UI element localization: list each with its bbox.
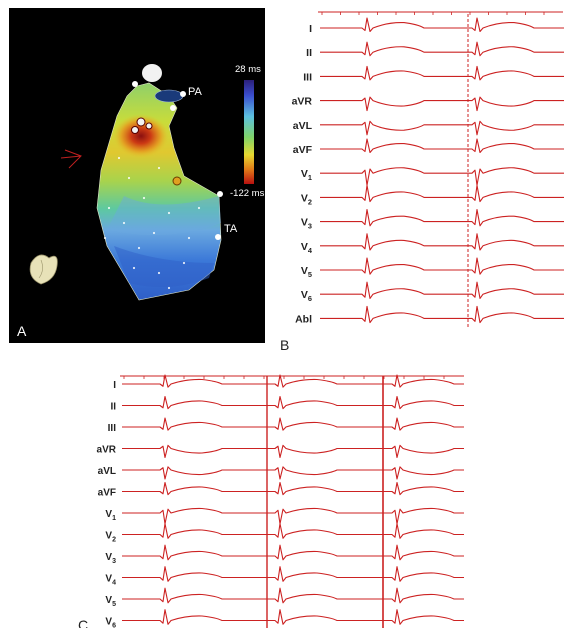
ecg-trace [320, 96, 564, 112]
ecg-trace [320, 17, 564, 33]
ecg-lead-label: aVF [293, 144, 313, 156]
ecg-lead-row-v3: V3 [105, 544, 464, 565]
ecg-trace [122, 374, 464, 388]
pulmonary-artery-label: PA [188, 86, 203, 98]
ecg-lead-row-v6: V6 [301, 281, 564, 303]
ecg-trace [122, 566, 464, 582]
ecg-lead-row-ii: II [306, 41, 564, 59]
ecg-lead-label: V3 [301, 217, 312, 231]
ecg-lead-label: V2 [301, 192, 312, 206]
ecg-trace [122, 609, 464, 625]
ecg-lead-label: Abl [295, 313, 312, 325]
ecg-trace [122, 544, 464, 561]
ecg-trace [320, 305, 564, 324]
ecg-trace [320, 120, 564, 136]
ecg-trace [122, 587, 464, 604]
ecg-lead-row-avf: aVF [98, 481, 464, 499]
ecg-trace [320, 281, 564, 299]
activation-time-legend: 28 ms -122 ms [230, 64, 265, 199]
panel-b-letter: B [280, 337, 289, 353]
ecg-lead-label: V5 [105, 595, 116, 608]
ecg-lead-label: aVR [97, 445, 117, 456]
time-ruler-b [321, 12, 545, 15]
ecg-lead-row-avr: aVR [97, 444, 464, 459]
panel-c-letter: C [78, 617, 88, 628]
ecg-trace [122, 481, 464, 496]
ecg-trace [320, 233, 564, 251]
ecg-lead-label: aVR [292, 96, 313, 108]
ecg-lead-label: V1 [301, 168, 312, 182]
ecg-lead-label: V6 [301, 289, 312, 303]
ecg-lead-row-avl: aVL [98, 466, 464, 480]
ecg-lead-row-iii: III [303, 65, 564, 83]
tricuspid-annulus-label: TA [224, 223, 238, 235]
ecg-trace [320, 184, 564, 203]
ecg-trace [320, 138, 564, 154]
ecg-lead-row-v2: V2 [105, 523, 464, 544]
ecg-lead-row-i: I [309, 17, 564, 35]
ecg-lead-label: V6 [105, 617, 116, 628]
ecg-lead-label: II [110, 402, 116, 413]
ecg-lead-label: V4 [105, 574, 116, 587]
panel-a-letter: A [17, 323, 27, 339]
ecg-trace [122, 395, 464, 410]
ecg-lead-label: V3 [105, 552, 116, 565]
ecg-lead-row-avl: aVL [293, 120, 564, 136]
heart-orientation-icon [29, 254, 58, 285]
ecg-trace [320, 209, 564, 227]
ecg-lead-row-v2: V2 [301, 184, 564, 206]
ecg-lead-label: aVF [98, 488, 116, 499]
ecg-lead-row-avr: aVR [292, 96, 564, 112]
ecg-lead-label: V1 [105, 509, 116, 522]
ecg-lead-row-v3: V3 [301, 209, 564, 231]
ecg-lead-row-v1: V1 [301, 167, 564, 186]
ecg-lead-row-v6: V6 [105, 609, 464, 628]
ecg-lead-label: V2 [105, 531, 116, 544]
ecg-lead-row-avf: aVF [293, 138, 564, 156]
rv-outflow-map [96, 64, 223, 301]
ecg-lead-label: V5 [301, 265, 312, 279]
ecg-lead-label: I [113, 380, 116, 391]
ecg-lead-row-v5: V5 [301, 257, 564, 279]
ecg-trace [122, 417, 464, 431]
activation-map-panel: 28 ms -122 ms PA TA A [9, 8, 265, 343]
ecg-lead-label: aVL [293, 120, 313, 132]
time-ruler-c [123, 376, 445, 379]
legend-min-label: -122 ms [230, 188, 265, 199]
ecg-lead-label: II [306, 47, 312, 59]
ecg-lead-label: aVL [98, 466, 116, 477]
ecg-trace [122, 507, 464, 525]
ecg-lead-row-v1: V1 [105, 507, 464, 525]
ecg-lead-row-v4: V4 [105, 566, 464, 587]
ecg-trace [122, 523, 464, 539]
ecg-lead-label: III [303, 71, 312, 83]
ecg-lead-row-abl: Abl [295, 305, 564, 325]
legend-max-label: 28 ms [235, 64, 261, 75]
ecg-trace [122, 444, 464, 459]
ecg-lead-row-i: I [113, 374, 464, 391]
ecg-trace [320, 41, 564, 57]
ecg-lead-label: I [309, 23, 312, 35]
ecg-trace [320, 65, 564, 81]
orientation-arrow-icon [60, 149, 82, 169]
ecg-lead-row-iii: III [108, 417, 464, 434]
ecg-trace [320, 167, 564, 186]
ecg-trace [320, 257, 564, 275]
ecg-lead-row-v4: V4 [301, 233, 564, 255]
ecg-lead-row-v5: V5 [105, 587, 464, 608]
ecg-lead-row-ii: II [110, 395, 464, 413]
ecg-trace [122, 466, 464, 480]
ecg-lead-label: V4 [301, 241, 313, 255]
ecg-lead-label: III [108, 423, 117, 434]
